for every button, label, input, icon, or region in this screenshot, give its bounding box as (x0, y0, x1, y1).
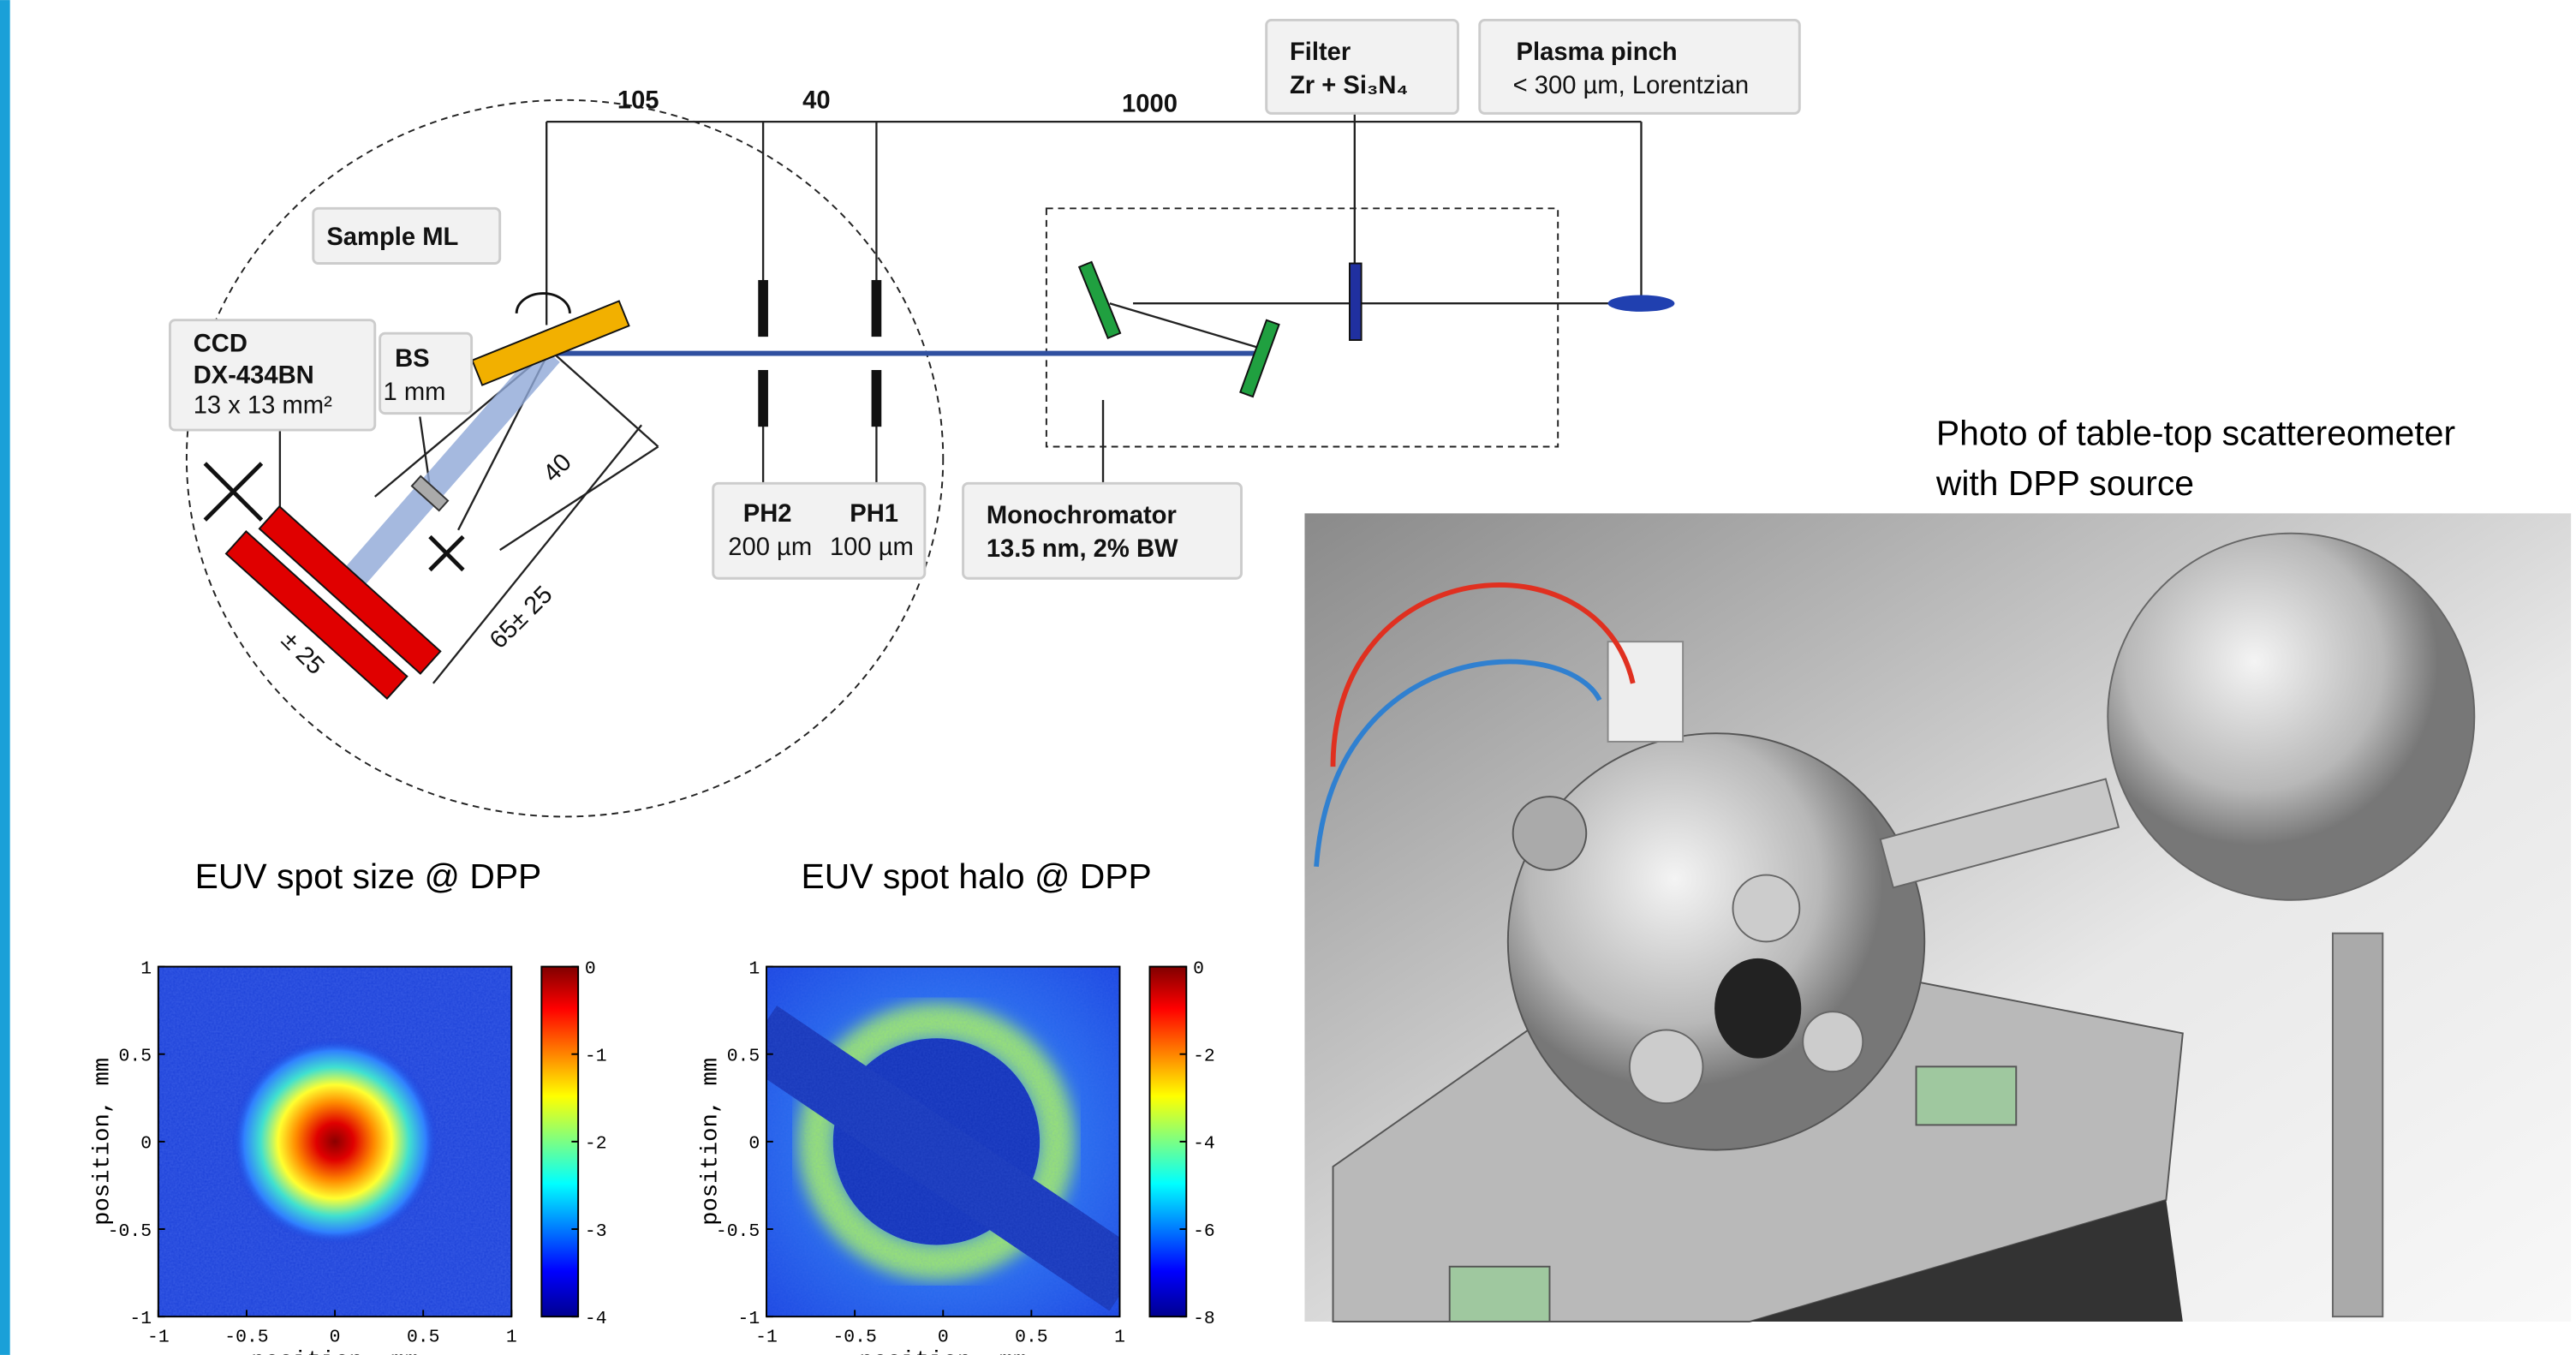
filter-element (1349, 262, 1363, 341)
ccd-model: DX-434BN (194, 362, 314, 390)
plot-title: EUV spot halo @ DPP (802, 857, 1152, 896)
ph2-upper (758, 279, 768, 337)
x-tick-label: 0 (938, 1327, 949, 1347)
colorbar-tick-label: 0 (585, 958, 596, 979)
y-tick-label: 0.5 (119, 1047, 152, 1067)
pinhole-box (712, 481, 927, 580)
dimension: 65± 25 (485, 581, 558, 654)
x-tick-label: -0.5 (224, 1327, 268, 1347)
mirror-2 (1239, 319, 1280, 398)
colorbar-tick-label: -2 (1193, 1047, 1215, 1067)
plasma-title: Plasma pinch (1517, 39, 1678, 66)
rotation-arrow (515, 292, 571, 313)
y-tick-label: 0.5 (727, 1047, 760, 1067)
filter-title: Filter (1290, 39, 1351, 66)
ph1-lower (871, 370, 882, 427)
sample-box (312, 206, 502, 265)
filter-detail: Zr + Si₃N₄ (1290, 72, 1408, 99)
y-axis-label: position, mm (698, 1058, 724, 1226)
heatmap (158, 966, 512, 1317)
plasma-box (1478, 18, 1801, 115)
photo (1304, 513, 2572, 1322)
filter-box (1265, 18, 1459, 115)
dashed-circle (185, 98, 945, 818)
dimension: 40 (538, 449, 577, 488)
plasma-source (1607, 295, 1675, 312)
bs-box (379, 331, 474, 415)
x-tick-label: 0.5 (1015, 1327, 1048, 1347)
plasma-detail: < 300 µm, Lorentzian (1513, 72, 1749, 99)
ccd-size: 13 x 13 mm² (194, 392, 332, 420)
colorbar-tick-label: 0 (1193, 958, 1204, 979)
mono-detail: 13.5 nm, 2% BW (987, 535, 1178, 563)
heatmap (766, 966, 1120, 1317)
bs-size: 1 mm (384, 379, 446, 406)
ph2-label: PH2 (743, 500, 792, 528)
x-tick-label: -1 (755, 1327, 778, 1347)
spot (231, 1038, 438, 1245)
y-tick-label: 0 (140, 1134, 152, 1155)
x-tick-label: 0 (330, 1327, 341, 1347)
colorbar-tick-label: -4 (585, 1309, 607, 1329)
colorbar-tick-label: -6 (1193, 1221, 1215, 1242)
ccd-front (258, 504, 442, 675)
photo-caption: Photo of table-top scattereometer (1936, 414, 2455, 453)
y-axis-label: position, mm (89, 1058, 116, 1226)
beam-stop (410, 475, 450, 512)
y-tick-label: -1 (738, 1309, 760, 1329)
dimension: 40 (802, 87, 830, 115)
dimension: 1000 (1122, 90, 1178, 117)
plot-title: EUV spot size @ DPP (195, 857, 542, 896)
colorbar-tick-label: -2 (585, 1134, 607, 1155)
move-arrows (203, 462, 465, 572)
ph1-upper (871, 279, 882, 337)
colorbar-tick-label: -8 (1193, 1309, 1215, 1329)
photo-caption: with DPP source (1935, 463, 2194, 503)
x-axis-label: position, mm (859, 1348, 1027, 1355)
x-tick-label: 1 (506, 1327, 517, 1347)
x-axis-label: position, mm (251, 1348, 419, 1355)
colorbar-tick-label: -1 (585, 1047, 607, 1067)
x-tick-label: -0.5 (832, 1327, 876, 1347)
heatmap-noise (766, 966, 1120, 1317)
monochromator-frame (1045, 207, 1559, 448)
ph2-size: 200 µm (728, 534, 812, 561)
x-tick-label: -1 (147, 1327, 170, 1347)
ph1-size: 100 µm (830, 534, 914, 561)
y-tick-label: 0 (748, 1134, 760, 1155)
mono-title: Monochromator (987, 502, 1177, 529)
x-tick-label: 0.5 (407, 1327, 440, 1347)
x-tick-label: 1 (1114, 1327, 1125, 1347)
sample-label: Sample ML (326, 224, 458, 251)
y-tick-label: -1 (129, 1309, 152, 1329)
mirror-1 (1077, 260, 1122, 339)
accent-bar (0, 0, 10, 1355)
scattered-beam (331, 344, 560, 601)
y-tick-label: -0.5 (716, 1221, 760, 1242)
y-tick-label: 1 (140, 958, 152, 979)
sample (471, 300, 630, 386)
bs-title: BS (395, 345, 430, 373)
ccd-title: CCD (194, 331, 247, 358)
colorbar-tick-label: -4 (1193, 1134, 1215, 1155)
ph1-label: PH1 (850, 500, 898, 528)
monochromator-box (962, 481, 1243, 580)
y-tick-label: 1 (748, 958, 760, 979)
dimension: 105 (617, 87, 659, 115)
ph2-lower (758, 370, 768, 427)
y-tick-label: -0.5 (108, 1221, 152, 1242)
ccd-box (168, 319, 377, 432)
ccd-back (224, 530, 408, 701)
colorbar-tick-label: -3 (585, 1221, 607, 1242)
